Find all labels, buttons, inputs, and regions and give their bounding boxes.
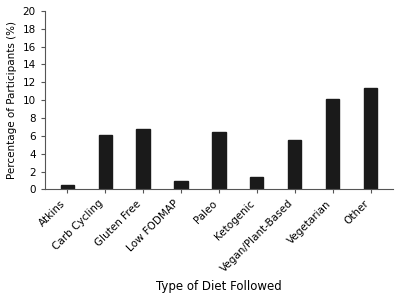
X-axis label: Type of Diet Followed: Type of Diet Followed: [156, 280, 282, 293]
Bar: [98, 135, 112, 189]
Bar: [364, 88, 377, 189]
Bar: [288, 140, 301, 189]
Y-axis label: Percentage of Participants (%): Percentage of Participants (%): [7, 21, 17, 179]
Bar: [250, 177, 264, 189]
Bar: [174, 181, 188, 189]
Bar: [212, 132, 226, 189]
Bar: [136, 129, 150, 189]
Bar: [326, 99, 339, 189]
Bar: [61, 185, 74, 189]
